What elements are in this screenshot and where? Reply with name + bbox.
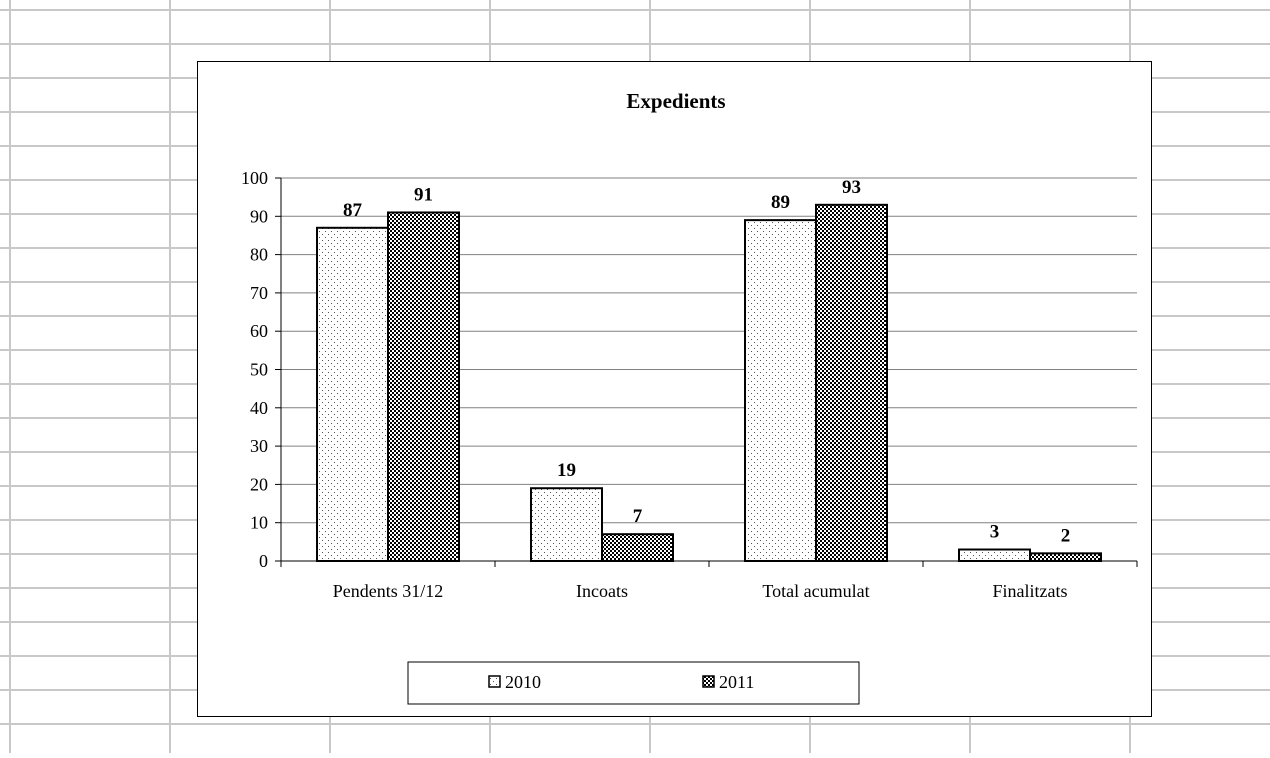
bar-2011-0[interactable] <box>387 211 460 562</box>
legend-label: 2010 <box>505 672 541 692</box>
y-tick-label: 80 <box>250 245 268 265</box>
legend-swatch-2011 <box>702 675 715 688</box>
x-tick-label: Total acumulat <box>762 581 869 601</box>
data-label: 87 <box>343 200 363 221</box>
y-tick-label: 70 <box>250 283 268 303</box>
data-label: 3 <box>990 522 1000 543</box>
bar-chart: Expedients 0 10 20 30 40 50 60 70 80 90 100 Pendents… <box>241 89 1138 705</box>
bar-2011-3[interactable] <box>1029 552 1102 562</box>
data-label: 7 <box>633 506 643 527</box>
data-label: 91 <box>414 184 433 205</box>
bar-2010-1[interactable] <box>530 487 603 563</box>
y-tick-label: 30 <box>250 436 268 456</box>
data-label: 93 <box>842 177 861 198</box>
y-tick-label: 20 <box>250 474 268 494</box>
chart-area[interactable]: Expedients 0 10 20 30 40 50 60 70 80 90 100 Pendents… <box>197 61 1152 717</box>
x-tick-label: Incoats <box>576 581 628 601</box>
data-label: 2 <box>1061 525 1071 546</box>
bar-2010-3[interactable] <box>958 548 1031 563</box>
data-label: 89 <box>771 192 790 213</box>
y-tick-label: 10 <box>250 513 268 533</box>
y-tick-label: 0 <box>259 551 268 571</box>
legend: 2010 2011 <box>407 661 860 705</box>
x-tick-label: Finalitzats <box>993 581 1068 601</box>
bar-2010-0[interactable] <box>316 226 389 562</box>
y-tick-label: 60 <box>250 321 268 341</box>
legend-box <box>407 661 860 705</box>
chart-title: Expedients <box>626 89 725 113</box>
y-tick-label: 100 <box>241 168 268 188</box>
y-tick-label: 50 <box>250 360 268 380</box>
legend-swatch-2010 <box>488 675 501 688</box>
bar-2010-2[interactable] <box>744 219 817 562</box>
y-tick-label: 90 <box>250 206 268 226</box>
x-tick-label: Pendents 31/12 <box>333 581 444 601</box>
y-tick-label: 40 <box>250 398 268 418</box>
bar-2011-2[interactable] <box>815 203 888 562</box>
legend-label: 2011 <box>719 672 754 692</box>
data-label: 19 <box>557 460 576 481</box>
bar-2011-1[interactable] <box>601 533 674 563</box>
